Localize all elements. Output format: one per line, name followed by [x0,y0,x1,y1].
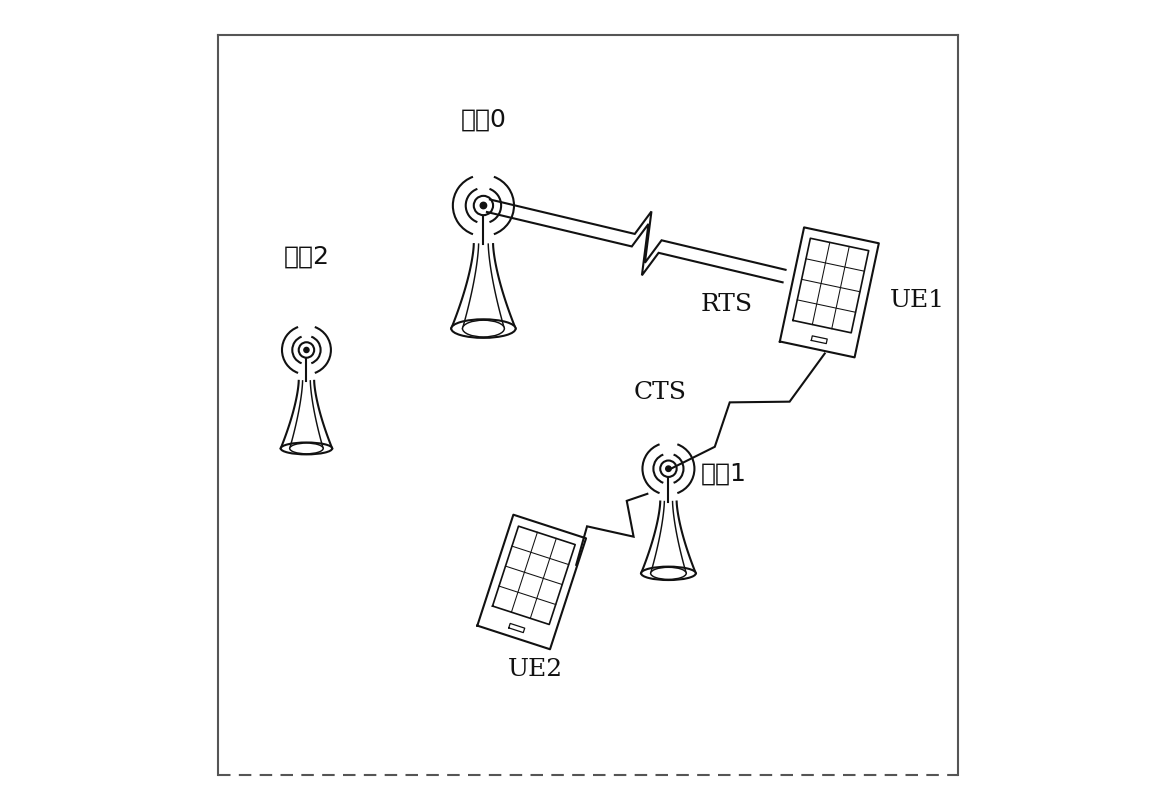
Text: 节点1: 节点1 [701,462,747,485]
Ellipse shape [641,567,696,580]
Circle shape [474,196,493,215]
Circle shape [303,347,309,352]
Polygon shape [641,501,696,573]
Ellipse shape [452,319,515,338]
Circle shape [299,343,314,358]
Circle shape [660,461,676,477]
Polygon shape [493,526,575,625]
Text: UE1: UE1 [890,289,944,312]
Polygon shape [477,514,586,650]
Circle shape [480,202,487,209]
Ellipse shape [281,442,332,454]
Polygon shape [793,238,869,333]
Text: CTS: CTS [633,382,686,404]
Ellipse shape [289,443,323,454]
Text: 节点0: 节点0 [461,108,507,131]
Text: RTS: RTS [701,293,753,316]
Polygon shape [452,244,515,329]
Circle shape [666,466,671,471]
Ellipse shape [650,567,687,579]
Text: 节点2: 节点2 [283,245,329,268]
Polygon shape [281,381,332,449]
Polygon shape [780,228,878,357]
Text: UE2: UE2 [508,659,563,681]
Ellipse shape [462,320,505,337]
